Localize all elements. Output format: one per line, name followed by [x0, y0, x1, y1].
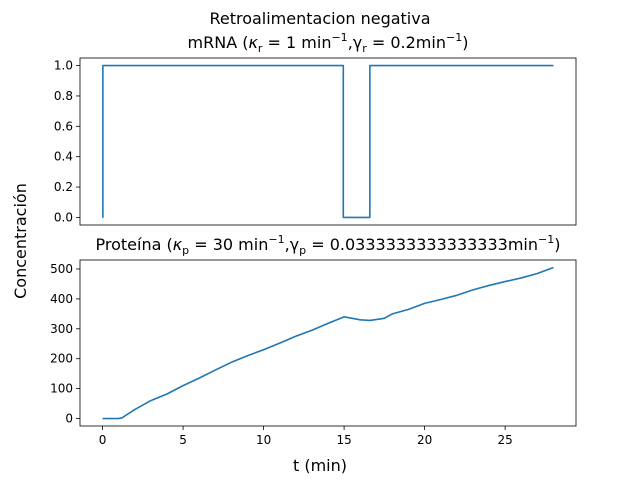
protein-series-line	[102, 266, 554, 420]
figure-suptitle: Retroalimentacion negativa	[209, 9, 430, 28]
protein-ytick-label: 200	[50, 352, 73, 366]
mrna-axes-frame	[79, 57, 577, 226]
protein-ytick-label: 0	[65, 412, 73, 426]
protein-xtick-label: 10	[256, 433, 271, 447]
protein-xtick-label: 0	[99, 433, 107, 447]
mrna-title: mRNA (κr = 1 min−1,γr = 0.2min−1)	[188, 31, 469, 55]
protein-ytick-label: 300	[50, 322, 73, 336]
protein-xtick-label: 20	[417, 433, 432, 447]
figure-ylabel: Concentración	[11, 183, 30, 299]
protein-xtick-label: 25	[498, 433, 513, 447]
protein-xtick-label: 15	[336, 433, 351, 447]
mrna-ytick-label: 0.2	[54, 180, 73, 194]
protein-subplot: Proteína (κp = 30 min−1,γp = 0.033333333…	[50, 233, 577, 447]
mrna-subplot: mRNA (κr = 1 min−1,γr = 0.2min−1) 0.0 0.2…	[54, 31, 577, 226]
mrna-ytick-label: 0.8	[54, 89, 73, 103]
figure-xlabel: t (min)	[293, 456, 347, 475]
mrna-ytick-label: 0.0	[54, 210, 73, 224]
protein-ytick-label: 100	[50, 382, 73, 396]
mrna-series-line	[102, 64, 554, 219]
protein-ytick-label: 400	[50, 292, 73, 306]
protein-ytick-label: 500	[50, 262, 73, 276]
protein-xtick-label: 5	[179, 433, 187, 447]
mrna-ytick-label: 1.0	[54, 59, 73, 73]
protein-axes-frame	[79, 259, 577, 427]
protein-title: Proteína (κp = 30 min−1,γp = 0.033333333…	[96, 233, 561, 257]
mrna-ytick-label: 0.6	[54, 119, 73, 133]
mrna-ytick-label: 0.4	[54, 150, 73, 164]
